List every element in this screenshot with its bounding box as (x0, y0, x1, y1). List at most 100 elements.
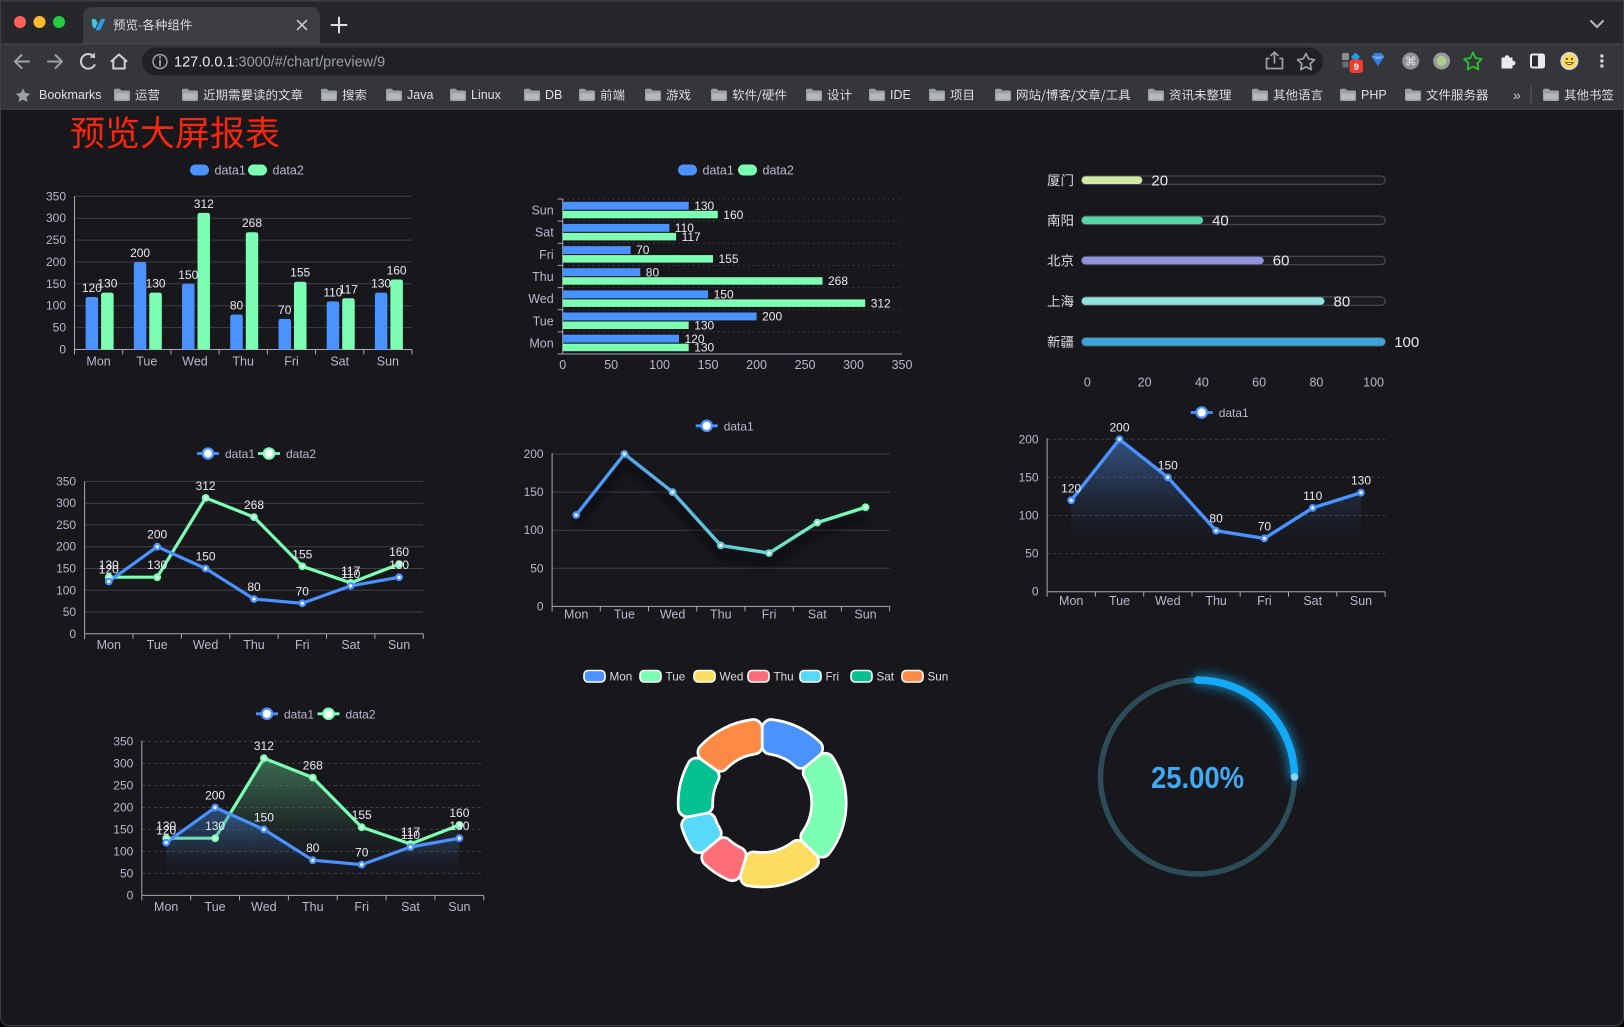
svg-text:110: 110 (401, 828, 420, 842)
svg-text:80: 80 (230, 299, 244, 313)
svg-text:80: 80 (646, 265, 660, 279)
svg-text:50: 50 (120, 866, 134, 880)
svg-text:80: 80 (306, 841, 320, 855)
svg-text:130: 130 (694, 341, 714, 355)
svg-text:155: 155 (290, 266, 310, 280)
svg-text:100: 100 (1394, 334, 1419, 351)
svg-text:300: 300 (843, 358, 864, 372)
svg-text:200: 200 (130, 246, 150, 260)
svg-text:50: 50 (604, 358, 618, 372)
svg-text:Sat: Sat (535, 226, 554, 240)
svg-text:Mon: Mon (154, 900, 178, 914)
svg-text:60: 60 (1252, 376, 1266, 390)
svg-text:100: 100 (56, 583, 76, 597)
svg-text:160: 160 (387, 264, 407, 278)
svg-text:312: 312 (194, 197, 214, 211)
svg-text:130: 130 (205, 819, 225, 833)
svg-text:250: 250 (113, 779, 133, 793)
svg-text:⌘: ⌘ (1405, 55, 1417, 69)
svg-text:data1: data1 (215, 164, 246, 178)
svg-text:Sun: Sun (928, 671, 949, 684)
svg-text:117: 117 (341, 564, 360, 578)
svg-text:50: 50 (530, 561, 544, 575)
svg-text:150: 150 (196, 550, 216, 564)
svg-text:300: 300 (113, 757, 133, 771)
svg-text:data1: data1 (703, 164, 734, 178)
svg-text:Wed: Wed (720, 671, 744, 684)
svg-text:200: 200 (1019, 432, 1039, 446)
svg-text:110: 110 (323, 285, 342, 299)
svg-text:117: 117 (682, 230, 701, 244)
svg-text:160: 160 (389, 545, 409, 559)
svg-text:250: 250 (56, 518, 76, 532)
svg-text:Fri: Fri (354, 900, 369, 914)
svg-text:300: 300 (46, 211, 66, 225)
svg-text:Bookmarks: Bookmarks (39, 88, 102, 102)
svg-text:350: 350 (892, 358, 913, 372)
svg-text:250: 250 (795, 358, 816, 372)
svg-text:130: 130 (694, 319, 714, 333)
svg-text:312: 312 (254, 739, 274, 753)
svg-text:200: 200 (746, 358, 767, 372)
svg-text:0: 0 (59, 343, 66, 357)
svg-text:268: 268 (244, 498, 264, 512)
svg-text:120: 120 (156, 824, 176, 838)
svg-text:Tue: Tue (666, 671, 686, 684)
svg-text:80: 80 (247, 580, 261, 594)
svg-text:150: 150 (1019, 470, 1039, 484)
svg-text:150: 150 (254, 810, 274, 824)
svg-text:80: 80 (1209, 512, 1223, 526)
svg-text:Sat: Sat (341, 638, 360, 652)
svg-text:Mon: Mon (529, 336, 553, 350)
svg-text:155: 155 (719, 252, 739, 266)
svg-text:268: 268 (828, 274, 848, 288)
svg-text:312: 312 (196, 479, 216, 493)
svg-text:80: 80 (1334, 293, 1351, 310)
svg-text:150: 150 (524, 485, 544, 499)
svg-text:Sun: Sun (531, 204, 553, 218)
svg-text:120: 120 (1061, 481, 1081, 495)
svg-text:60: 60 (1273, 253, 1290, 270)
svg-text:»: » (1513, 87, 1521, 103)
svg-text:0: 0 (1032, 585, 1039, 599)
svg-text:0: 0 (127, 888, 134, 902)
svg-text:100: 100 (1363, 376, 1384, 390)
svg-text:Sat: Sat (877, 671, 895, 684)
svg-text:Fri: Fri (826, 671, 840, 684)
svg-text:110: 110 (1303, 489, 1322, 503)
svg-text:IDE: IDE (890, 88, 911, 102)
svg-text:Thu: Thu (532, 270, 554, 284)
svg-text:Sun: Sun (854, 608, 876, 622)
svg-text:data2: data2 (346, 707, 376, 721)
svg-text:130: 130 (371, 277, 391, 291)
svg-text:Wed: Wed (182, 355, 208, 369)
svg-text:100: 100 (649, 358, 670, 372)
svg-text:150: 150 (178, 268, 198, 282)
svg-text:Thu: Thu (243, 638, 265, 652)
svg-text:Mon: Mon (1059, 594, 1083, 608)
svg-text:DB: DB (545, 88, 562, 102)
svg-text:160: 160 (449, 806, 469, 820)
svg-text:Tue: Tue (533, 314, 554, 328)
svg-text:300: 300 (56, 496, 76, 510)
svg-text:40: 40 (1212, 213, 1229, 230)
svg-text:150: 150 (1158, 458, 1178, 472)
svg-text:130: 130 (694, 199, 714, 213)
svg-text:0: 0 (69, 627, 76, 641)
svg-text:data1: data1 (225, 447, 255, 461)
svg-text:268: 268 (303, 759, 323, 773)
svg-text:120: 120 (82, 281, 102, 295)
svg-text:Linux: Linux (471, 88, 502, 102)
svg-text:PHP: PHP (1361, 88, 1387, 102)
svg-text:Mon: Mon (564, 608, 588, 622)
svg-text:150: 150 (46, 277, 66, 291)
svg-text:Tue: Tue (147, 638, 168, 652)
svg-text:200: 200 (56, 540, 76, 554)
svg-text:Sat: Sat (1303, 594, 1322, 608)
svg-text:70: 70 (636, 243, 650, 257)
svg-text:Mon: Mon (97, 638, 121, 652)
svg-text:Wed: Wed (528, 292, 554, 306)
svg-text:Fri: Fri (284, 355, 299, 369)
svg-text:data2: data2 (273, 164, 304, 178)
svg-text:150: 150 (698, 358, 719, 372)
